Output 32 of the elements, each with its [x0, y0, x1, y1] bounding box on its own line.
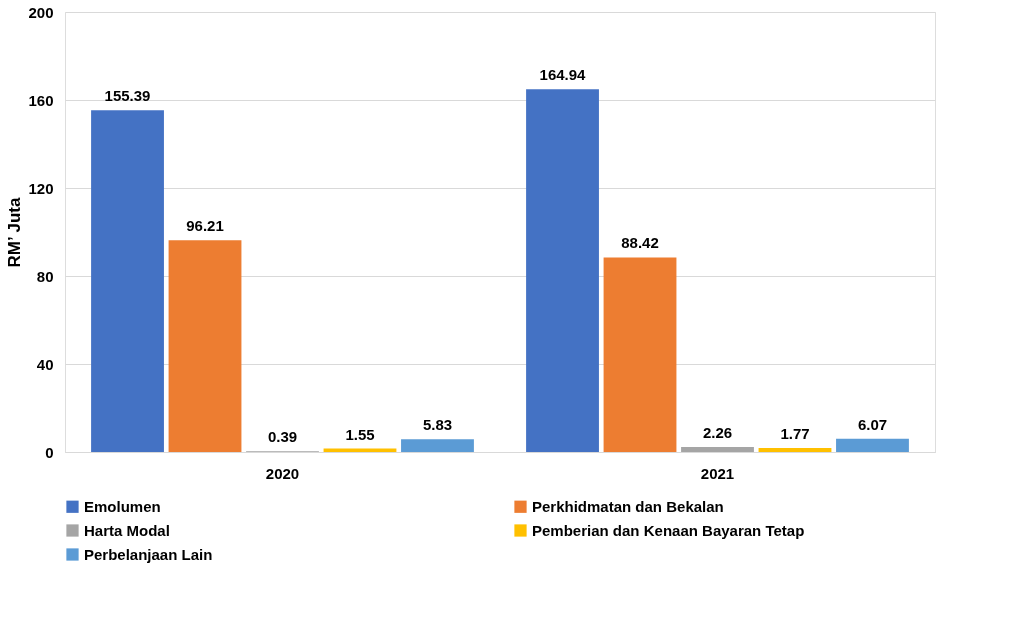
bar [681, 447, 754, 452]
y-tick-label: 200 [28, 3, 54, 21]
data-label: 155.39 [104, 87, 151, 105]
y-tick-label: 160 [28, 91, 54, 109]
x-tick-label: 2021 [700, 464, 735, 482]
data-label: 0.39 [267, 428, 298, 446]
bar [603, 257, 677, 452]
bar [168, 240, 242, 452]
bar [836, 438, 909, 452]
data-label: 5.83 [422, 416, 453, 434]
data-label: 1.55 [345, 425, 375, 443]
legend-label: Emolumen [84, 497, 161, 515]
legend-label: Harta Modal [84, 521, 170, 539]
data-label: 1.77 [780, 425, 810, 443]
x-tick-label: 2020 [265, 464, 300, 482]
y-tick-label: 120 [28, 179, 54, 197]
bar [401, 439, 474, 452]
data-label: 96.21 [186, 217, 224, 235]
y-tick-label: 80 [36, 267, 54, 285]
data-label: 88.42 [621, 234, 659, 252]
legend-label: Perbelanjaan Lain [84, 545, 213, 563]
bar [526, 89, 599, 452]
y-axis-title: RM’ Juta [5, 197, 25, 268]
legend-label: Pemberian dan Kenaan Bayaran Tetap [532, 521, 805, 539]
y-tick-label: 40 [36, 355, 54, 373]
data-label: 6.07 [857, 415, 888, 433]
data-label: 164.94 [539, 66, 587, 84]
y-tick-label: 0 [45, 443, 54, 461]
data-label: 2.26 [702, 424, 733, 442]
bar [758, 448, 832, 452]
legend-label: Perkhidmatan dan Bekalan [532, 497, 724, 515]
bar [91, 110, 164, 452]
